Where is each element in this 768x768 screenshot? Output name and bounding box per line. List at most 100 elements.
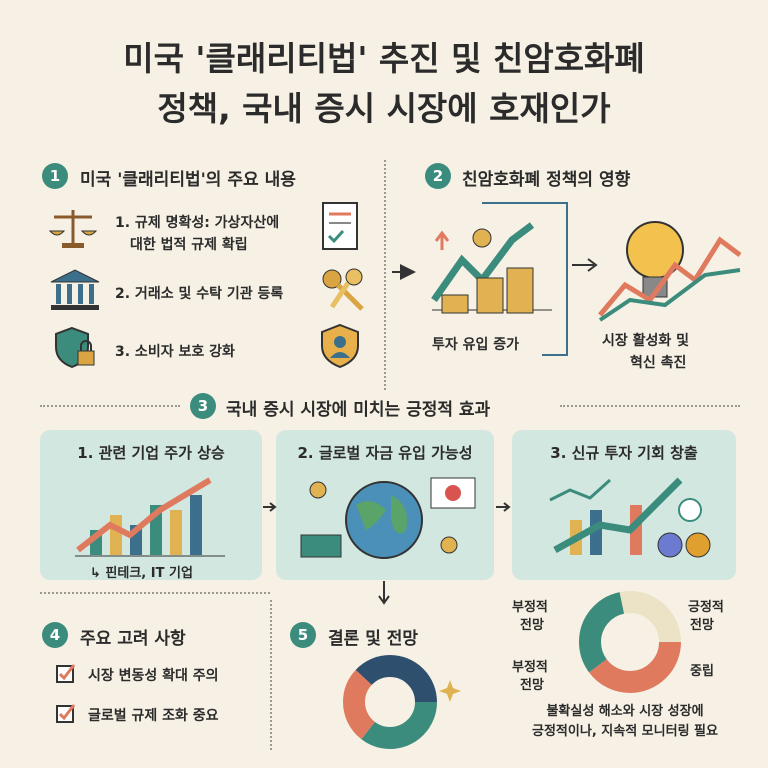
icon-part: [80, 340, 92, 351]
icon-part: [62, 243, 84, 248]
card-title: 3. 신규 투자 기회 창출: [550, 444, 698, 462]
outlook-label: 부정적: [512, 660, 548, 675]
section-title: 친암호화폐 정책의 영향: [462, 170, 631, 190]
icon-part: [572, 258, 598, 272]
title: 정책, 국내 증시 시장에 호재인가: [157, 89, 611, 128]
panel-text: 시장 활성화 및: [602, 333, 690, 349]
icon-part: [50, 269, 100, 283]
section-title: 국내 증시 시장에 미치는 긍정적 효과: [226, 400, 491, 420]
item-text: 3. 소비자 보호 강화: [115, 344, 235, 360]
consideration-text: 시장 변동성 확대 주의: [88, 668, 219, 684]
donut-illustration: [343, 655, 461, 749]
section-number: 4: [42, 622, 68, 648]
arrow: [572, 258, 598, 272]
icon-part: [434, 230, 450, 250]
icon-part: [553, 477, 683, 554]
outlook-label: 긍정적: [688, 600, 724, 615]
card-title: 2. 글로벌 자금 유입 가능성: [297, 444, 473, 462]
icon-part: [58, 704, 76, 721]
section-number: 1: [42, 163, 68, 189]
icon-part: [329, 281, 351, 309]
icon-part: [76, 477, 212, 553]
icon-part: [300, 534, 342, 558]
icon-part: [590, 510, 602, 555]
section-number: 3: [190, 393, 216, 419]
outlook-label: 전망: [690, 618, 714, 633]
icon-part: [496, 502, 511, 512]
keys-icon: [322, 268, 364, 311]
icon-part: [334, 336, 346, 348]
bank-icon: [50, 269, 100, 310]
icon-part: [330, 352, 350, 358]
outlook-label: 부정적: [512, 600, 548, 615]
icon-part: [343, 655, 437, 749]
icon-part: [356, 495, 407, 534]
outlook-caption: 불확실성 해소와 시장 성장에: [546, 704, 704, 719]
scale-icon: [48, 210, 98, 248]
icon-part: [322, 202, 358, 250]
icon-part: [482, 202, 568, 356]
section-number: 2: [425, 163, 451, 189]
icon-part: [440, 536, 458, 554]
section-number: 5: [290, 622, 316, 648]
opportunity-illustration: [549, 477, 711, 558]
icon-part: [506, 267, 534, 314]
outlook-label: 중립: [690, 664, 714, 679]
icon-part: [439, 680, 461, 702]
panel-text: 투자 유입 증가: [432, 337, 520, 353]
icon-part: [89, 284, 94, 304]
icon-part: [476, 277, 504, 314]
icon-part: [445, 485, 461, 501]
icon-part: [110, 515, 122, 555]
icon-part: [472, 228, 492, 248]
outlook-donut: [579, 591, 681, 693]
divider: [560, 405, 740, 407]
stock-chart-illustration: [75, 477, 225, 557]
icon-part: [67, 284, 72, 304]
card-title: 1. 관련 기업 주가 상승: [77, 444, 225, 462]
section-title: 주요 고려 사항: [80, 629, 186, 649]
icon-part: [549, 478, 612, 502]
arrow: [496, 502, 511, 512]
divider: [384, 160, 386, 390]
icon-part: [678, 498, 702, 522]
icon-part: [190, 495, 202, 555]
shield-icon: [55, 326, 95, 369]
panel-text: 혁신 촉진: [630, 355, 687, 371]
outlook-label: 전망: [520, 618, 544, 633]
bulb-illustration: [598, 221, 742, 322]
icon-part: [56, 284, 61, 304]
divider: [270, 600, 272, 750]
icon-part: [685, 532, 711, 558]
checkbox: [56, 704, 76, 723]
outlook-caption: 긍정적이나, 지속적 모니터링 필요: [532, 724, 718, 739]
icon-part: [598, 236, 742, 317]
section-title: 미국 '클래리티법'의 주요 내용: [80, 170, 296, 190]
icon-part: [51, 305, 99, 310]
item-text: 1. 규제 명확성: 가상자산에: [115, 215, 280, 231]
icon-part: [579, 591, 681, 693]
icon-part: [598, 268, 741, 322]
investment-illustration: [392, 202, 568, 356]
icon-part: [78, 284, 83, 304]
consideration-text: 글로벌 규제 조화 중요: [88, 708, 219, 724]
icon-part: [579, 591, 681, 693]
icon-part: [345, 481, 423, 559]
item-text: 대한 법적 규제 확립: [130, 237, 248, 253]
icon-part: [378, 581, 390, 605]
divider: [40, 592, 270, 594]
icon-part: [345, 268, 363, 286]
document-icon: [322, 202, 358, 250]
icon-part: [322, 269, 342, 289]
arrow: [378, 581, 390, 605]
icon-part: [48, 230, 98, 236]
arrow: [263, 502, 277, 512]
item-text: 2. 거래소 및 수탁 기관 등록: [115, 286, 284, 302]
icon-part: [58, 664, 76, 681]
icon-part: [77, 350, 95, 366]
section-title: 결론 및 전망: [328, 629, 419, 649]
icon-part: [327, 229, 345, 244]
divider: [40, 405, 180, 407]
user-shield-icon: [321, 323, 359, 369]
